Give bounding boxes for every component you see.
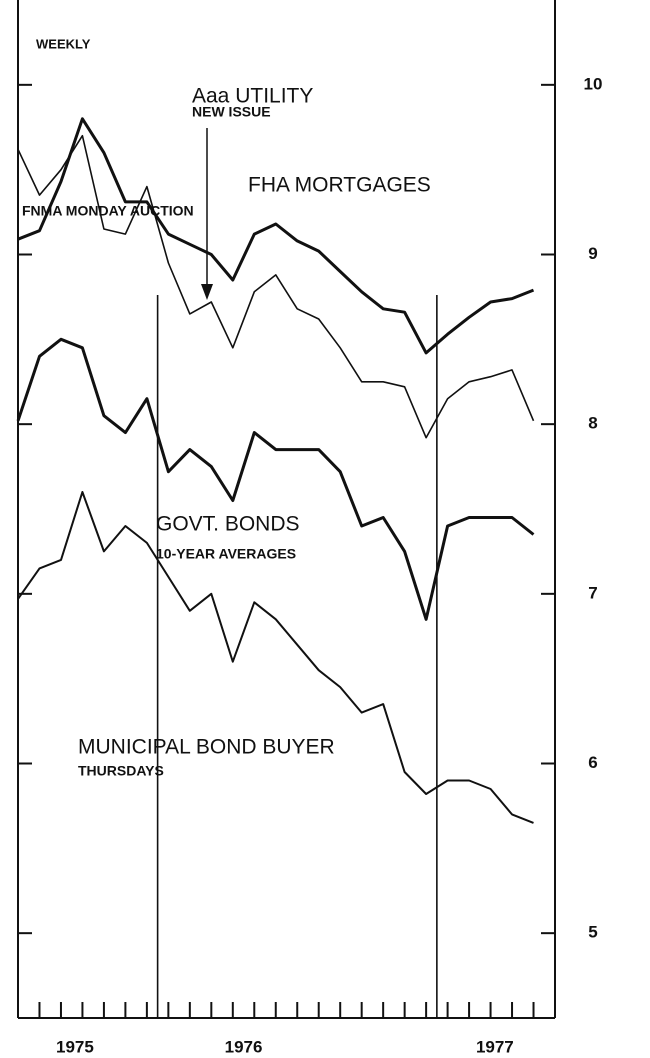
series-line bbox=[17, 117, 535, 355]
x-tick-label: 1975 bbox=[56, 1037, 94, 1056]
x-tick-label: 1977 bbox=[476, 1037, 514, 1056]
series-note: NEW ISSUE bbox=[192, 104, 271, 120]
y-tick-label: 8 bbox=[588, 414, 597, 433]
y-tick-label: 5 bbox=[588, 923, 597, 942]
series-line bbox=[16, 337, 535, 621]
series-label: GOVT. BONDS bbox=[156, 513, 300, 536]
series-line bbox=[17, 134, 535, 439]
series-label: Aaa UTILITY bbox=[192, 85, 313, 108]
series-label: MUNICIPAL BOND BUYER bbox=[78, 736, 335, 759]
y-tick-label: 9 bbox=[588, 244, 597, 263]
y-tick-label: 10 bbox=[584, 74, 603, 93]
series-label: FHA MORTGAGES bbox=[248, 174, 431, 197]
y-tick-label: 7 bbox=[588, 583, 597, 602]
series-note: FNMA MONDAY AUCTION bbox=[22, 203, 194, 219]
series-line bbox=[17, 491, 534, 824]
x-tick-label: 1976 bbox=[225, 1037, 263, 1056]
series-note: 10-YEAR AVERAGES bbox=[156, 546, 296, 562]
y-tick-label: 6 bbox=[588, 753, 597, 772]
arrow-head bbox=[201, 284, 213, 300]
series-note: THURSDAYS bbox=[78, 763, 164, 779]
chart-title: WEEKLY bbox=[36, 36, 91, 51]
